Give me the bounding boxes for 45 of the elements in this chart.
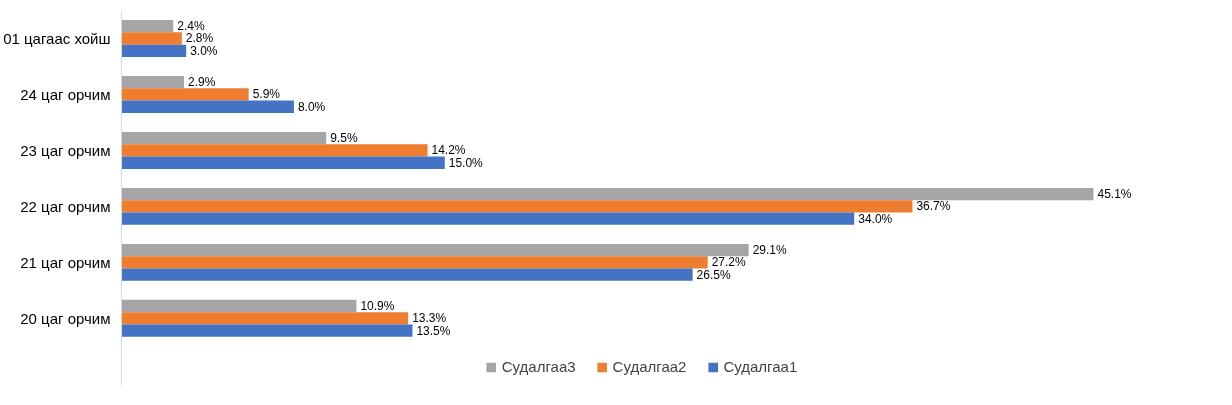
data-label: 36.7% <box>916 199 951 214</box>
data-label: 3.0% <box>190 43 218 58</box>
y-tick-label: 23 цаг орчим <box>20 141 111 159</box>
bar <box>121 32 182 45</box>
y-tick-label: 24 цаг орчим <box>20 85 111 103</box>
data-label: 2.9% <box>188 75 216 90</box>
bar <box>121 256 708 269</box>
data-label: 14.2% <box>431 143 466 158</box>
data-label: 10.9% <box>360 299 395 314</box>
bar <box>121 324 413 337</box>
bar <box>121 88 249 101</box>
data-label: 27.2% <box>711 255 747 270</box>
data-label: 29.1% <box>752 243 787 258</box>
bar <box>121 144 428 157</box>
y-tick-label: 01 цагаас хойш <box>3 29 111 47</box>
data-label: 34.0% <box>858 211 893 226</box>
bar <box>121 156 445 169</box>
legend-label: Судалгаа3 <box>501 358 576 375</box>
bar <box>121 299 357 313</box>
data-label: 2.4% <box>177 19 205 34</box>
bar <box>121 100 294 113</box>
data-label: 45.1% <box>1097 187 1132 202</box>
legend-label: Судалгаа1 <box>723 358 798 375</box>
bar <box>121 20 174 33</box>
bar <box>121 243 749 257</box>
bar <box>121 200 913 213</box>
data-label: 9.5% <box>330 131 358 146</box>
bar <box>121 187 1094 201</box>
bar <box>121 131 327 145</box>
bar <box>121 75 184 89</box>
data-label: 5.9% <box>252 87 281 102</box>
y-tick-label: 20 цаг орчим <box>20 309 111 327</box>
data-label: 8.0% <box>297 99 326 114</box>
legend-label: Судалгаа2 <box>612 358 687 375</box>
data-label: 26.5% <box>696 267 731 282</box>
y-tick-label: 21 цаг орчим <box>20 253 111 271</box>
data-label: 13.5% <box>416 323 451 338</box>
bar <box>121 44 187 57</box>
data-label: 2.8% <box>185 31 214 46</box>
data-label: 15.0% <box>448 155 484 170</box>
bar <box>121 268 693 281</box>
bar <box>121 212 855 225</box>
data-label: 13.3% <box>412 311 447 326</box>
y-tick-label: 22 цаг орчим <box>20 197 111 215</box>
bar <box>121 312 409 325</box>
